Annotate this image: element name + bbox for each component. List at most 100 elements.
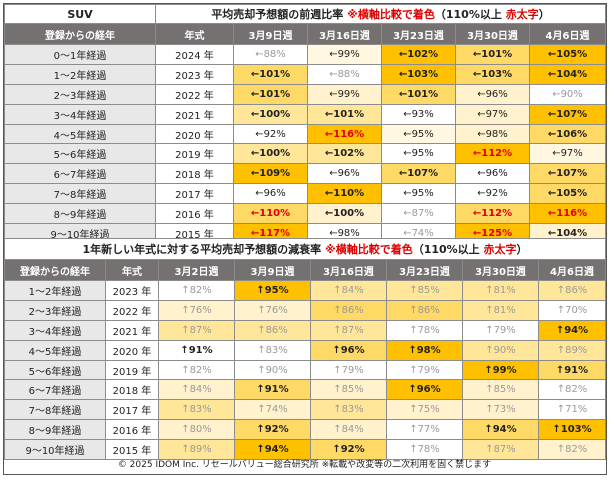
value-cell: ↑78%: [386, 439, 463, 461]
table-row: 1～2年経過 2023 年 ↑82% ↑95% ↑84% ↑85% ↑81% ↑86%: [4, 280, 607, 301]
value-cell: ↑84%: [158, 379, 235, 401]
value-cell: ←97%: [455, 103, 530, 125]
category-label: SUV: [4, 4, 156, 24]
value-cell: ←102%: [307, 143, 382, 165]
row-model-year: 2023 年: [105, 280, 159, 301]
value-cell: ←88%: [307, 63, 382, 85]
row-elapsed-label: 2～3年経過: [4, 299, 106, 321]
table-row: 9～10年経過 2015 年 ↑89% ↑94% ↑92% ↑78% ↑87% ↑82%: [4, 439, 607, 461]
section1-title: 平均売却予想額の前週比率 ※横軸比較で着色（110%以上 赤太字）: [155, 4, 606, 24]
value-cell: ←116%: [307, 123, 382, 145]
value-cell: ↑76%: [234, 299, 311, 321]
value-cell: ←95%: [381, 123, 456, 145]
row-model-year: 2021 年: [105, 319, 159, 341]
value-cell: ↑98%: [386, 339, 463, 361]
value-cell: ↑86%: [234, 319, 311, 341]
row-elapsed-label: 7～8年経過: [4, 399, 106, 421]
header-week: 4月6日週: [529, 23, 606, 45]
row-elapsed-label: 2～3年経過: [4, 83, 156, 105]
value-cell: ↑83%: [310, 399, 387, 421]
row-elapsed-label: 6～7年経過: [4, 379, 106, 401]
copyright-footer: © 2025 IDOM Inc. リセールバリュー総合研究所 ※転載や改変等の二…: [117, 460, 492, 470]
value-cell: ↑81%: [462, 280, 539, 301]
value-cell: ←96%: [455, 163, 530, 185]
value-cell: ↑94%: [234, 439, 311, 461]
row-elapsed-label: 9～10年経過: [4, 439, 106, 461]
value-cell: ↑91%: [234, 379, 311, 401]
table-row: 8～9年経過 2016 年 ↑80% ↑92% ↑84% ↑77% ↑94% ↑103%: [4, 419, 607, 441]
value-cell: ↑78%: [386, 319, 463, 341]
row-model-year: 2023 年: [155, 63, 234, 85]
value-cell: ↑87%: [158, 319, 235, 341]
value-cell: ←103%: [381, 63, 456, 85]
value-cell: ←105%: [529, 183, 606, 205]
section2-note-tail-2: ）: [516, 243, 528, 256]
value-cell: ↑103%: [537, 419, 607, 441]
value-cell: ↑71%: [537, 399, 607, 421]
value-cell: ←100%: [233, 103, 308, 125]
value-cell: ↑80%: [158, 419, 235, 441]
row-model-year: 2020 年: [105, 339, 159, 361]
row-elapsed-label: 6～7年経過: [4, 163, 156, 185]
value-cell: ←96%: [307, 163, 382, 185]
value-cell: ↑86%: [386, 299, 463, 321]
value-cell: ←100%: [233, 143, 308, 165]
value-cell: ↑82%: [158, 359, 235, 381]
header-week: 3月9日週: [233, 23, 308, 45]
row-elapsed-label: 3～4年経過: [4, 103, 156, 125]
value-cell: ←101%: [455, 44, 530, 65]
row-model-year: 2018 年: [155, 163, 234, 185]
row-model-year: 2019 年: [155, 143, 234, 165]
header-elapsed: 登録からの経年: [4, 259, 106, 281]
value-cell: ↑84%: [310, 419, 387, 441]
header-week: 3月30日週: [455, 23, 530, 45]
section1-note-tail-1: （110%以上: [434, 8, 502, 21]
value-cell: ↑79%: [310, 359, 387, 381]
row-elapsed-label: 3～4年経過: [4, 319, 106, 341]
header-week: 3月30日週: [462, 259, 539, 281]
value-cell: ←110%: [307, 183, 382, 205]
section2-note-tail-1: （110%以上: [412, 243, 480, 256]
value-cell: ↑91%: [158, 339, 235, 361]
value-cell: ←100%: [307, 203, 382, 225]
row-model-year: 2016 年: [105, 419, 159, 441]
value-cell: ←96%: [455, 83, 530, 105]
table-row: 6～7年経過 2018 年 ←109% ←96% ←107% ←96% ←107%: [4, 163, 606, 185]
value-cell: ↑83%: [158, 399, 235, 421]
value-cell: ↑96%: [310, 339, 387, 361]
value-cell: ←107%: [529, 103, 606, 125]
value-cell: ←104%: [529, 63, 606, 85]
value-cell: ↑87%: [462, 439, 539, 461]
section2-note: ※横軸比較で着色: [325, 243, 413, 256]
section2-title: 1年新しい年式に対する平均売却予想額の減衰率 ※横軸比較で着色（110%以上 赤…: [3, 238, 607, 260]
value-cell: ↑76%: [158, 299, 235, 321]
decay-rate-table: 1年新しい年式に対する平均売却予想額の減衰率 ※横軸比較で着色（110%以上 赤…: [3, 238, 607, 461]
value-cell: ←97%: [529, 143, 606, 165]
table-row: 3～4年経過 2021 年 ↑87% ↑86% ↑87% ↑78% ↑79% ↑94%: [4, 319, 607, 341]
table-row: 8～9年経過 2016 年 ←110% ←100% ←87% ←112% ←116%: [4, 203, 606, 225]
header-week: 3月16日週: [307, 23, 382, 45]
value-cell: ←106%: [529, 123, 606, 145]
value-cell: ↑84%: [310, 280, 387, 301]
value-cell: ↑79%: [462, 319, 539, 341]
value-cell: ↑89%: [158, 439, 235, 461]
value-cell: ↑92%: [310, 439, 387, 461]
value-cell: ←90%: [529, 83, 606, 105]
value-cell: ↑85%: [310, 379, 387, 401]
value-cell: ↑70%: [537, 299, 607, 321]
header-week: 4月6日週: [537, 259, 607, 281]
row-elapsed-label: 1～2年経過: [4, 280, 106, 301]
value-cell: ↑73%: [462, 399, 539, 421]
value-cell: ←101%: [233, 63, 308, 85]
value-cell: ↑85%: [462, 379, 539, 401]
value-cell: ←107%: [529, 163, 606, 185]
value-cell: ←109%: [233, 163, 308, 185]
value-cell: ←99%: [307, 44, 382, 65]
row-elapsed-label: 7～8年経過: [4, 183, 156, 205]
value-cell: ←107%: [381, 163, 456, 185]
row-model-year: 2015 年: [105, 439, 159, 461]
row-model-year: 2024 年: [155, 44, 234, 65]
value-cell: ←92%: [455, 183, 530, 205]
table-row: 2～3年経過 2022 年 ↑76% ↑76% ↑86% ↑86% ↑81% ↑70%: [4, 299, 607, 321]
value-cell: ←112%: [455, 203, 530, 225]
